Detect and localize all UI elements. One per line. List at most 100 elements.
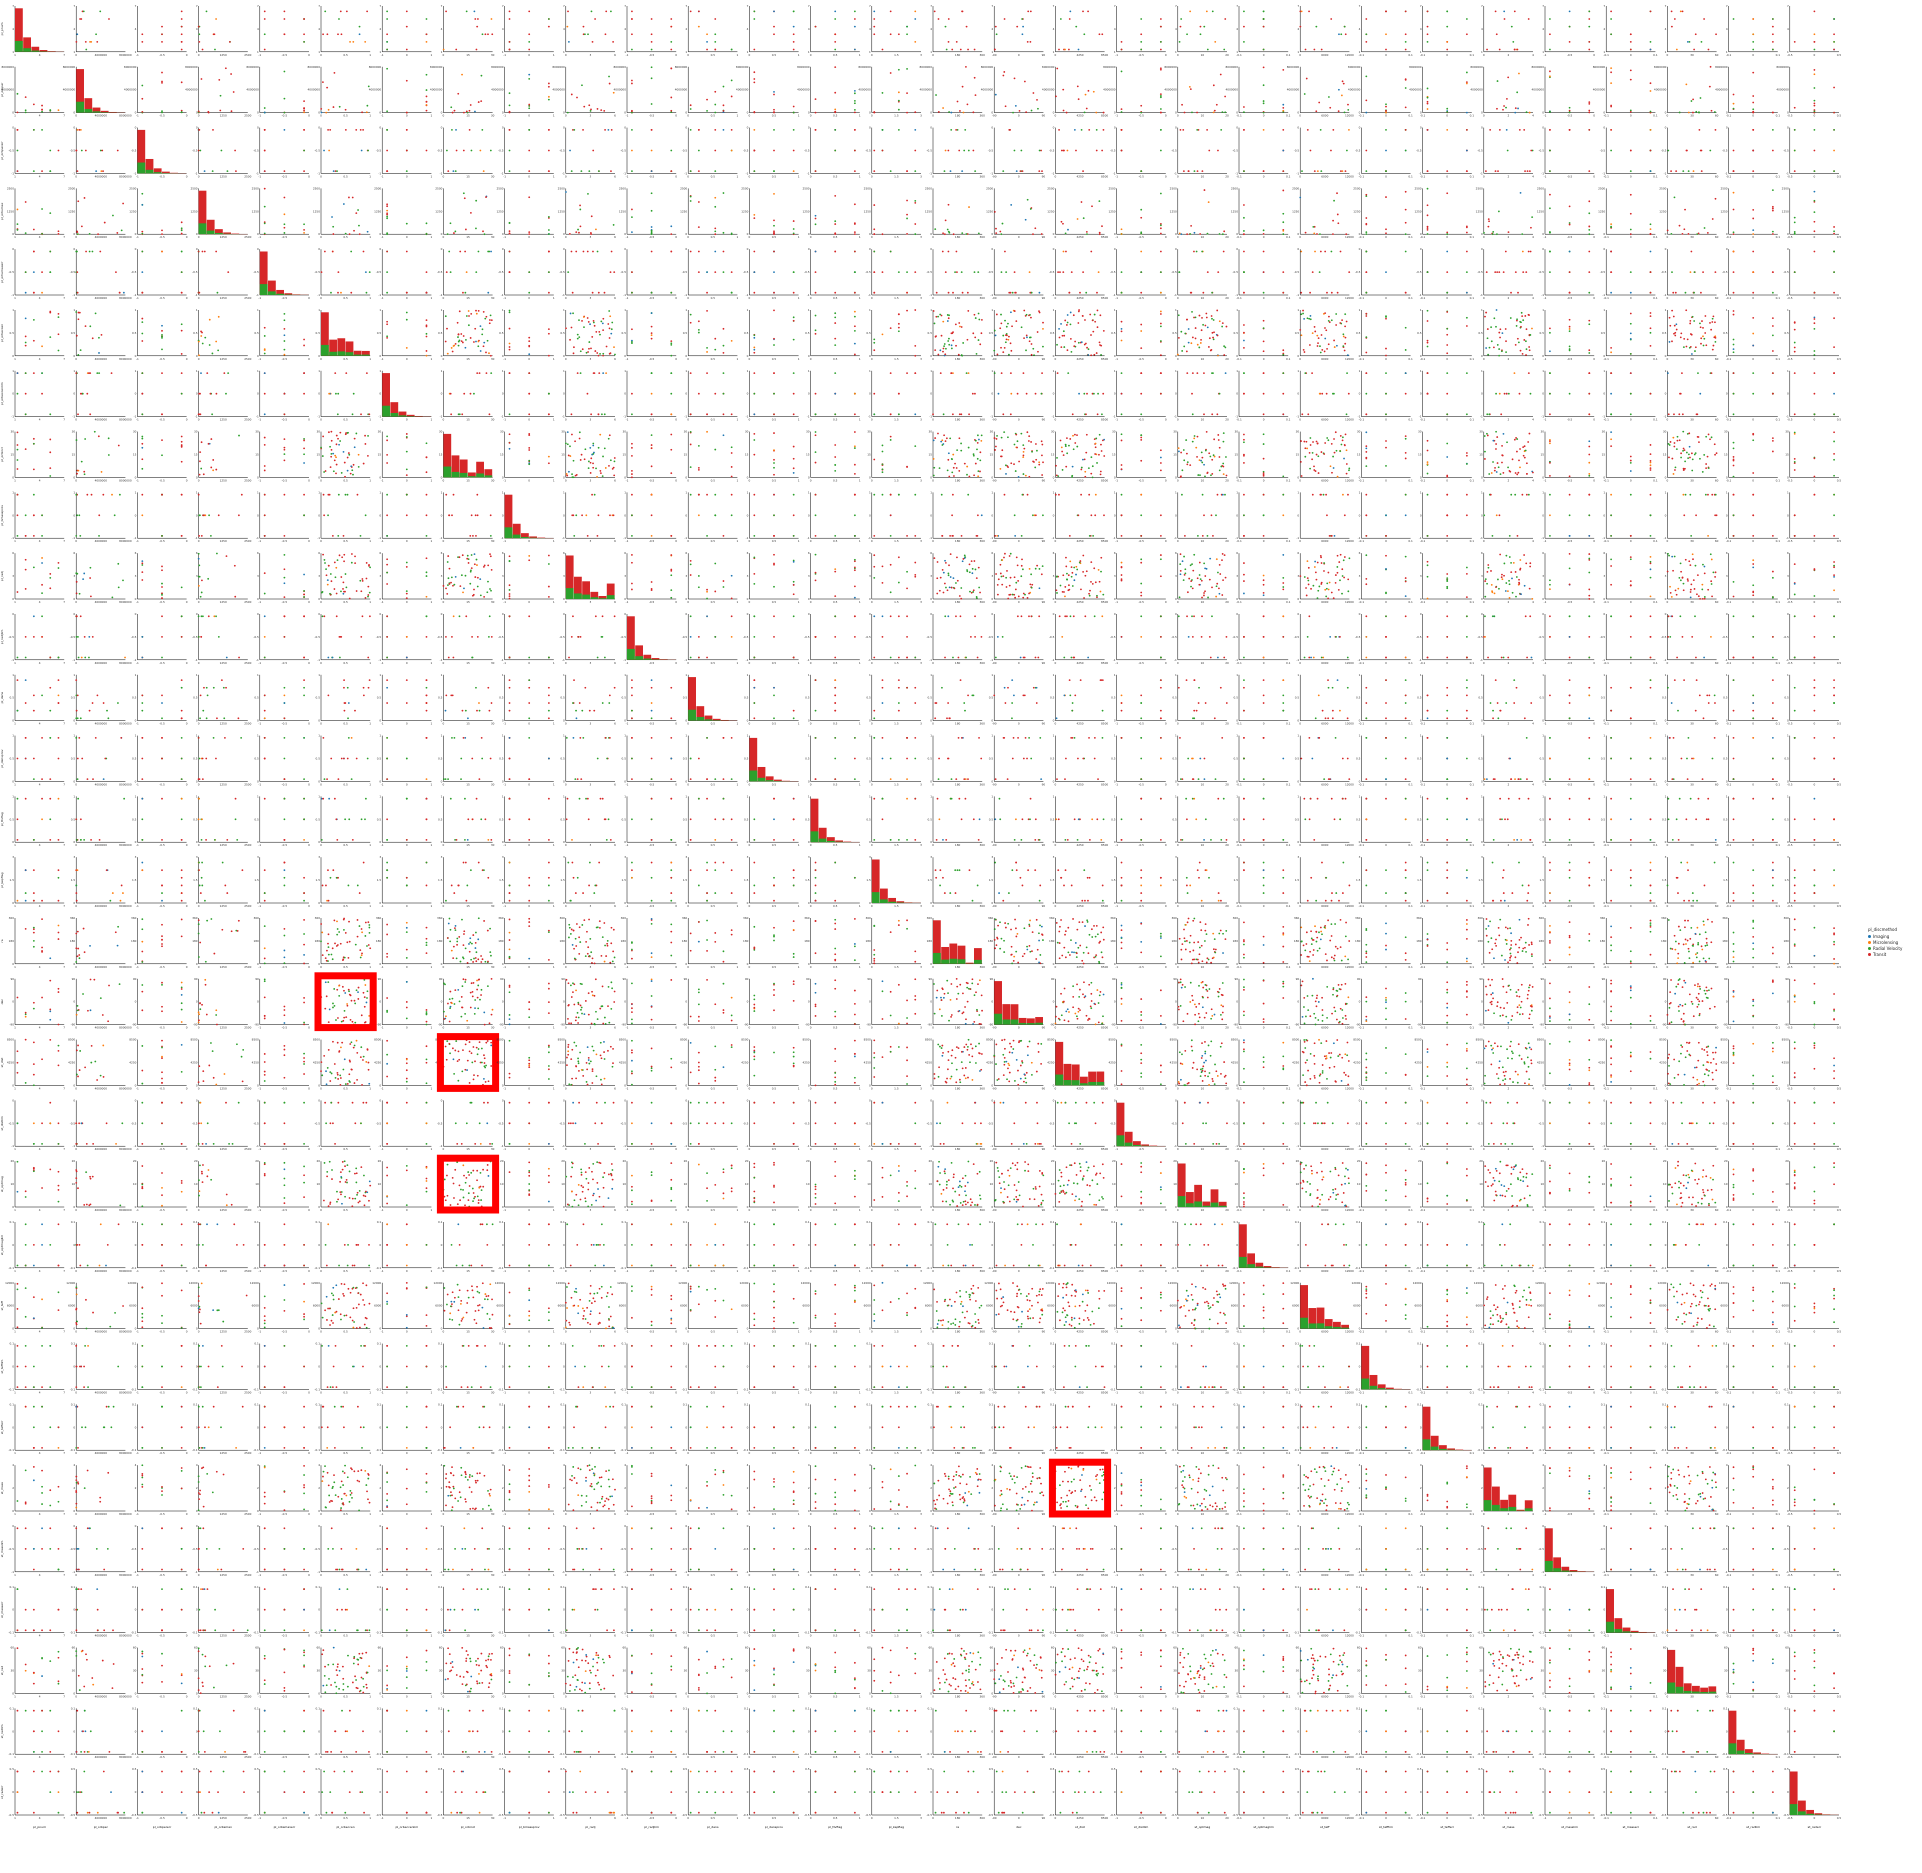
scatter-point [1549,129,1551,131]
x-tick-label: 0.5 [343,296,348,300]
scatter-point [1084,112,1086,114]
scatter-point [1684,209,1686,211]
scatter-point [1630,271,1632,273]
x-tick-label: -0.5 [1567,53,1573,57]
scatter-point [773,338,775,340]
y-tick-label: 1250 [1476,209,1483,213]
scatter-point [1314,326,1316,328]
scatter-point [956,41,958,43]
y-tick-label: 0 [1420,126,1422,130]
hist-bar [154,172,162,173]
scatter-point [1282,110,1284,112]
scatter-point [366,111,368,113]
scatter-point [651,338,653,340]
scatter-point [834,223,836,225]
scatter-point [450,393,452,395]
scatter-point [1794,271,1796,273]
scatter-point [1190,292,1192,294]
scatter-point [1610,71,1612,73]
scatter-point [1263,112,1265,114]
scatter-point [1794,347,1796,349]
scatter-point [690,108,692,110]
y-tick-label: -0.5 [682,149,688,153]
hist-bar [399,415,407,416]
y-tick-label: 1 [318,50,320,54]
scatter-point [1588,41,1590,43]
x-tick-label: 2 [1508,174,1510,178]
scatter-point [1010,350,1012,352]
scatter-point [386,33,388,35]
scatter-point [386,110,388,112]
scatter-point [1015,320,1017,322]
y-tick-label: 1 [1114,50,1116,54]
subplot: -90-10-0.5900 [988,247,1046,300]
scatter-point [1506,98,1508,100]
scatter-point [594,350,596,352]
scatter-point [1002,351,1004,353]
y-tick-label: 0 [1787,247,1789,251]
y-tick-label: 1 [1665,50,1667,54]
y-tick-label: -0.5 [865,149,871,153]
scatter-point [1345,170,1347,172]
scatter-point [58,350,60,352]
scatter-point [478,101,480,103]
hist-bar [329,352,337,356]
scatter-point [651,393,653,395]
x-tick-label: -0.5 [282,296,288,300]
subplot: 000.50.511 [805,308,861,361]
scatter-point [1243,10,1245,12]
scatter-point [49,251,51,253]
scatter-point [1650,111,1652,113]
scatter-point [1772,33,1774,35]
y-tick-label: -0.5 [9,270,15,274]
scatter-point [1701,41,1703,43]
y-tick-label: 0.5 [1784,331,1789,335]
scatter-point [1121,129,1123,131]
scatter-point [17,129,19,131]
y-tick-label: 0 [1420,232,1422,236]
scatter-point [588,321,590,323]
scatter-point [631,150,633,152]
scatter-point [995,232,997,234]
scatter-point [948,111,950,113]
scatter-point [1321,334,1323,336]
scatter-point [426,104,428,106]
scatter-point [1814,211,1816,213]
y-tick-label: 0 [441,232,443,236]
y-tick-label: 0 [685,232,687,236]
y-tick-label: 4 [1053,27,1055,31]
y-tick-label: 1 [1359,308,1361,312]
scatter-point [610,170,612,172]
x-tick-label: 0.1 [1470,235,1475,239]
x-tick-label: 6000 [1321,357,1328,361]
scatter-point [1082,10,1084,12]
y-tick-label: 4 [1175,27,1177,31]
scatter-point [596,352,598,354]
x-tick-label: 8000000 [119,174,132,178]
scatter-point [1694,271,1696,273]
scatter-point [793,150,795,152]
scatter-point [386,337,388,339]
scatter-point [1833,129,1835,131]
subplot: -0.1-10-0.50.10 [1722,126,1780,179]
scatter-point [1055,95,1057,97]
scatter-point [1698,233,1700,235]
subplot: 001800.53601 [928,308,986,361]
scatter-point [457,93,459,95]
y-tick-label: 0 [685,354,687,358]
scatter-point [873,233,875,235]
scatter-point [995,228,997,230]
scatter-point [610,333,612,335]
x-tick-label: 1 [14,114,16,118]
subplot: 0118043607 [930,4,985,57]
y-tick-label: -1 [1052,293,1055,297]
y-tick-label: 8000000 [1715,65,1728,69]
scatter-point [1316,233,1318,235]
x-tick-label: 0.1 [1653,357,1658,361]
scatter-point [1515,271,1517,273]
scatter-point [690,196,692,198]
scatter-point [1688,233,1690,235]
scatter-point [1263,49,1265,51]
subplot: 014000000480000007 [73,4,131,57]
scatter-point [1263,271,1265,273]
